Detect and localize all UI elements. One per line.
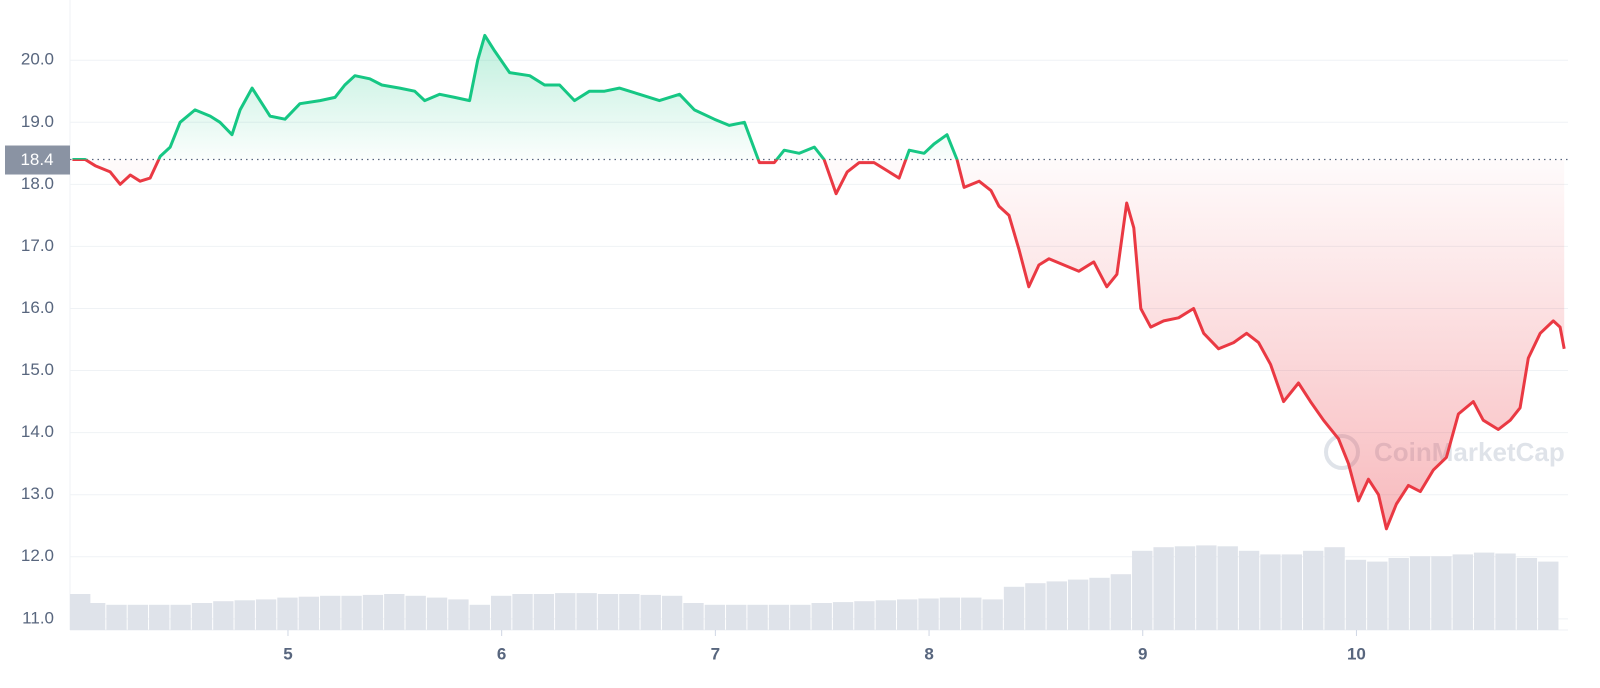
volume-bar <box>426 597 448 630</box>
volume-bar <box>1538 561 1559 630</box>
grid-layer <box>69 0 1568 631</box>
volume-bar <box>170 604 191 630</box>
volume-bar <box>832 602 854 630</box>
y-tick-label: 18.0 <box>21 174 54 193</box>
y-tick-label: 16.0 <box>21 298 54 317</box>
volume-bar <box>1089 577 1110 630</box>
baseline-label-box <box>5 145 70 175</box>
volume-bar <box>149 604 170 630</box>
y-tick-label: 14.0 <box>21 422 54 441</box>
volume-bar <box>127 604 149 630</box>
volume-bar <box>341 595 362 630</box>
baseline-label: 18.4 <box>20 150 53 169</box>
volume-bar <box>576 593 597 630</box>
volume-bar <box>939 597 961 630</box>
volume-bar <box>1388 558 1409 630</box>
x-tick-label: 8 <box>924 644 933 663</box>
line-layer <box>70 33 1568 531</box>
price-line-up <box>72 33 959 160</box>
volume-bar <box>1003 586 1025 630</box>
volume-bar <box>1132 550 1153 630</box>
y-tick-label: 17.0 <box>21 236 54 255</box>
x-tick-label: 10 <box>1347 644 1366 663</box>
volume-bar <box>1345 559 1367 630</box>
volume-bar <box>1452 554 1473 630</box>
volume-bar <box>683 603 704 630</box>
volume-bar <box>790 604 811 630</box>
volume-bar <box>1153 547 1174 630</box>
volume-bar <box>1110 574 1132 630</box>
volume-bar <box>768 604 790 630</box>
volume-bar <box>255 599 277 630</box>
volume-bar <box>1174 546 1196 630</box>
y-tick-label: 20.0 <box>21 50 54 69</box>
price-line-down <box>72 159 1566 531</box>
volume-bar <box>1516 558 1538 630</box>
volume-bar <box>277 597 298 630</box>
volume-bar <box>213 601 234 630</box>
y-tick-label: 15.0 <box>21 360 54 379</box>
volume-bar <box>961 597 982 630</box>
volume-bar <box>1303 550 1324 630</box>
volume-bar <box>982 599 1003 630</box>
volume-bar <box>918 598 939 630</box>
volume-layer <box>70 545 1559 630</box>
volume-bar <box>854 601 875 630</box>
volume-bar <box>1025 583 1046 630</box>
volume-bar <box>1495 553 1516 630</box>
y-tick-label: 12.0 <box>21 546 54 565</box>
y-tick-label: 19.0 <box>21 112 54 131</box>
volume-bar <box>597 594 619 630</box>
volume-bar <box>469 604 490 630</box>
volume-bar <box>811 603 832 630</box>
volume-bar <box>384 594 405 630</box>
axis-layer: 11.0 12.0 13.0 14.0 15.0 16.0 17.0 18.0 19.0 20.0… <box>5 50 1366 663</box>
volume-bar <box>191 603 213 630</box>
volume-bar <box>512 594 533 630</box>
volume-bar <box>704 604 726 630</box>
x-tick-label: 7 <box>711 644 720 663</box>
volume-bar <box>1281 554 1303 630</box>
volume-bar <box>747 604 768 630</box>
volume-bar <box>1238 550 1260 630</box>
volume-bar <box>320 595 341 630</box>
volume-bar <box>1431 556 1452 630</box>
volume-bar <box>1367 561 1388 630</box>
volume-bar <box>661 595 683 630</box>
x-tick-label: 5 <box>283 644 292 663</box>
volume-bar <box>896 599 918 630</box>
volume-bar <box>234 600 255 630</box>
volume-bar <box>875 600 896 630</box>
volume-bar <box>533 594 555 630</box>
volume-bar <box>1473 552 1495 630</box>
area-up <box>72 35 1565 160</box>
volume-bar <box>84 603 106 630</box>
y-tick-label: 13.0 <box>21 484 54 503</box>
x-tick-label: 6 <box>497 644 506 663</box>
volume-bar <box>640 594 661 630</box>
volume-bar <box>1196 545 1217 630</box>
volume-bar <box>106 604 127 630</box>
volume-bar <box>619 594 640 630</box>
volume-bar <box>726 604 747 630</box>
volume-bar <box>298 596 320 630</box>
volume-bar <box>1409 556 1431 630</box>
volume-bar <box>1046 581 1067 630</box>
volume-bar <box>1217 546 1238 630</box>
volume-bar <box>405 595 426 630</box>
volume-bar <box>1324 547 1345 630</box>
volume-bar <box>490 595 512 630</box>
area-down <box>85 159 1565 529</box>
x-tick-label: 9 <box>1138 644 1147 663</box>
volume-bar <box>555 593 576 630</box>
volume-bar <box>1067 579 1089 630</box>
y-tick-label: 11.0 <box>22 608 54 627</box>
volume-bar <box>362 594 384 630</box>
volume-bar <box>1260 554 1281 630</box>
volume-bar <box>448 599 469 630</box>
